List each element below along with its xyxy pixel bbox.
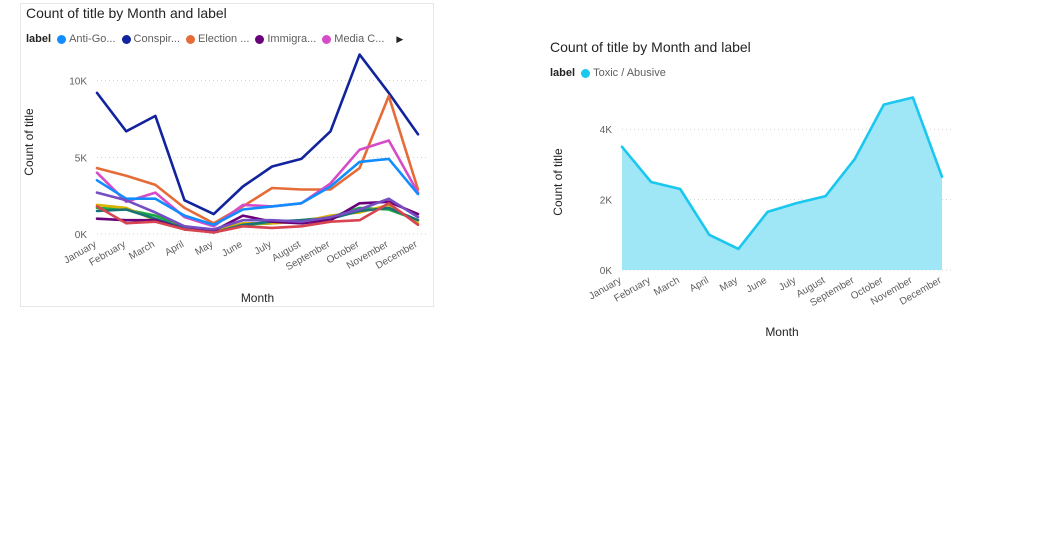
- series-line: [95, 191, 420, 231]
- x-axis-title: Month: [241, 291, 274, 305]
- chart-legend: label Anti-Go... Conspir... Election ...…: [26, 33, 403, 45]
- x-tick-label: May: [193, 239, 215, 258]
- chart-title: Count of title by Month and label: [550, 39, 751, 55]
- series-line: [95, 202, 420, 234]
- legend-item-toxic-abusive[interactable]: Toxic / Abusive: [581, 67, 666, 79]
- legend-label: Media C...: [334, 33, 385, 45]
- x-tick-label: June: [745, 275, 770, 296]
- line-chart-visual[interactable]: Count of title by Month and label label …: [20, 3, 434, 307]
- x-tick-label: April: [688, 275, 711, 295]
- area-chart-visual[interactable]: Count of title by Month and label label …: [545, 33, 965, 343]
- chevron-right-icon[interactable]: ▶: [396, 33, 404, 44]
- legend-dot-icon: [322, 34, 332, 44]
- series-area: [622, 97, 942, 270]
- legend-label: Toxic / Abusive: [593, 67, 666, 79]
- y-tick-label: 2K: [600, 196, 613, 207]
- legend-item-media[interactable]: Media C...: [322, 33, 384, 45]
- x-axis-title: Month: [765, 325, 798, 339]
- series-line: [95, 157, 420, 227]
- y-axis-title: Count of title: [22, 108, 36, 176]
- legend-dot-icon: [186, 34, 196, 44]
- legend-item-immigra[interactable]: Immigra...: [255, 33, 316, 45]
- series-line: [620, 96, 944, 251]
- legend-item-conspir[interactable]: Conspir...: [121, 33, 181, 45]
- y-tick-label: 0K: [75, 230, 88, 241]
- legend-item-anti-go[interactable]: Anti-Go...: [57, 33, 116, 45]
- y-axis-title: Count of title: [551, 148, 565, 216]
- x-tick-label: April: [163, 239, 186, 259]
- legend-label: Anti-Go...: [69, 33, 116, 45]
- chart-legend: label Toxic / Abusive: [550, 67, 672, 79]
- series-line: [95, 94, 420, 225]
- legend-title: label: [550, 67, 576, 79]
- series-line: [95, 53, 420, 216]
- y-tick-label: 0K: [600, 266, 613, 277]
- legend-label: Election ...: [198, 33, 250, 45]
- legend-dot-icon: [255, 34, 265, 44]
- series-line: [95, 206, 420, 234]
- y-tick-label: 10K: [69, 77, 87, 88]
- x-tick-label: May: [718, 275, 740, 294]
- legend-dot-icon: [581, 68, 591, 78]
- legend-dot-icon: [57, 34, 67, 44]
- y-tick-label: 5K: [75, 153, 88, 164]
- legend-label: Conspir...: [133, 33, 181, 45]
- chart-title: Count of title by Month and label: [26, 5, 227, 21]
- x-tick-label: June: [220, 239, 245, 260]
- x-tick-label: March: [127, 239, 157, 262]
- x-tick-label: March: [652, 275, 682, 298]
- legend-dot-icon: [121, 34, 131, 44]
- legend-label: Immigra...: [267, 33, 317, 45]
- y-tick-label: 4K: [600, 125, 613, 136]
- legend-title: label: [26, 33, 52, 45]
- series-line: [95, 200, 420, 233]
- legend-item-election[interactable]: Election ...: [186, 33, 249, 45]
- series-line: [95, 139, 420, 228]
